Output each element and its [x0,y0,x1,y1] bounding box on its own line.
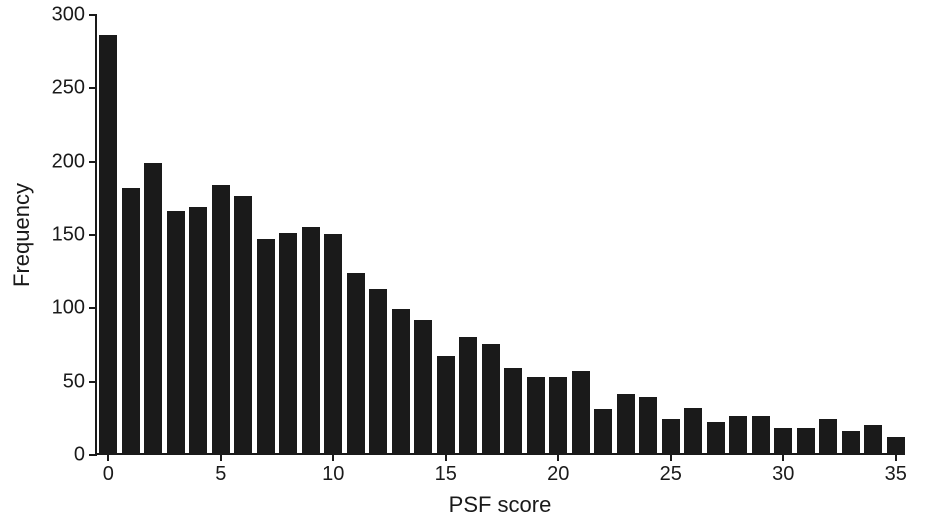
x-tick [332,453,334,461]
x-tick [445,453,447,461]
histogram-bar [324,234,342,453]
y-tick [89,381,97,383]
x-tick [220,453,222,461]
y-tick-label: 200 [52,150,85,173]
x-tick [782,453,784,461]
histogram-bar [639,397,657,453]
x-tick [895,453,897,461]
histogram-bar [122,188,140,453]
x-axis-label: PSF score [449,492,552,518]
histogram-bar [729,416,747,453]
histogram-bar [414,320,432,453]
y-tick-label: 100 [52,297,85,320]
y-tick [89,307,97,309]
histogram-bar [257,239,275,453]
histogram-bar [684,408,702,453]
chart-container: 05010015020025030005101520253035 [95,15,905,455]
histogram-bar [594,409,612,453]
histogram-bar [369,289,387,453]
histogram-bar [572,371,590,453]
histogram-bar [707,422,725,453]
y-tick [89,87,97,89]
histogram-bar [234,196,252,453]
histogram-bar [459,337,477,453]
histogram-bar [167,211,185,453]
histogram-bar [347,273,365,453]
x-tick-label: 5 [215,463,226,486]
histogram-bar [774,428,792,453]
histogram-bar [144,163,162,453]
y-axis-label: Frequency [9,183,35,287]
x-tick-label: 10 [322,463,344,486]
histogram-bar [617,394,635,453]
x-tick-label: 0 [103,463,114,486]
x-tick [557,453,559,461]
x-tick-label: 30 [772,463,794,486]
y-tick [89,14,97,16]
y-tick [89,161,97,163]
histogram-bar [437,356,455,453]
histogram-bar [662,419,680,453]
y-tick-label: 150 [52,224,85,247]
y-tick-label: 300 [52,4,85,27]
histogram-bar [482,344,500,453]
histogram-bar [752,416,770,453]
x-tick-label: 15 [435,463,457,486]
histogram-bar [527,377,545,453]
histogram-bar [887,437,905,453]
y-tick [89,454,97,456]
histogram-bar [302,227,320,453]
y-tick-label: 50 [63,370,85,393]
y-tick-label: 250 [52,77,85,100]
histogram-bar [99,35,117,453]
x-tick-label: 25 [660,463,682,486]
x-tick-label: 20 [547,463,569,486]
histogram-bar [212,185,230,453]
histogram-bar [504,368,522,453]
histogram-bar [189,207,207,453]
y-tick-label: 0 [74,444,85,467]
y-tick [89,234,97,236]
x-tick-label: 35 [885,463,907,486]
histogram-bar [864,425,882,453]
histogram-bar [842,431,860,453]
plot-area: 05010015020025030005101520253035 [95,15,905,455]
x-tick [107,453,109,461]
histogram-bar [549,377,567,453]
histogram-bar [819,419,837,453]
histogram-bar [797,428,815,453]
histogram-bar [279,233,297,453]
x-tick [670,453,672,461]
histogram-bar [392,309,410,453]
